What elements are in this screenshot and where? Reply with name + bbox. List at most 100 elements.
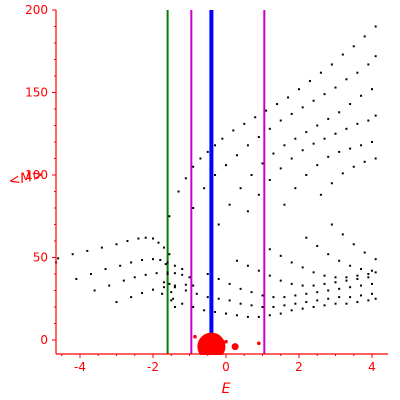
data-point [294, 137, 297, 140]
data-point [170, 299, 173, 302]
data-point [203, 309, 206, 312]
data-point [367, 119, 370, 122]
data-point [323, 304, 326, 307]
data-point [279, 167, 282, 170]
data-point [225, 312, 227, 315]
data-point [374, 297, 377, 300]
x-tick-label: 2 [295, 360, 303, 374]
data-point [173, 286, 176, 289]
x-tick-label: -4 [74, 360, 86, 374]
data-point [206, 273, 209, 275]
data-point [356, 274, 359, 277]
series-10 [164, 263, 176, 308]
data-point [235, 314, 238, 317]
series-11 [161, 292, 377, 318]
data-point [327, 253, 330, 256]
data-point [345, 127, 348, 130]
data-point [319, 193, 322, 196]
data-point [86, 249, 89, 252]
data-point [290, 157, 293, 160]
data-point [371, 282, 373, 285]
data-point [338, 150, 341, 153]
data-point [349, 103, 352, 106]
data-point [341, 233, 344, 236]
data-point [235, 154, 238, 157]
data-point [235, 259, 238, 262]
red-marker-2 [224, 339, 228, 344]
y-tick-label: 100 [25, 168, 48, 182]
data-point [349, 296, 352, 299]
x-tick-label: 4 [368, 360, 376, 374]
data-point [327, 297, 330, 300]
data-point [195, 292, 198, 295]
data-point [345, 78, 348, 81]
data-point [374, 157, 377, 160]
data-point [287, 96, 290, 99]
data-point [246, 264, 249, 267]
data-point [159, 258, 162, 261]
data-point [279, 279, 282, 282]
y-tick-label: 200 [25, 3, 48, 17]
data-point [371, 292, 373, 295]
data-point [341, 172, 344, 175]
data-point [327, 155, 330, 158]
data-point [312, 271, 315, 274]
data-point [312, 306, 315, 308]
data-point [206, 150, 209, 153]
data-point [283, 304, 286, 307]
data-point [352, 243, 355, 246]
data-point [290, 112, 293, 115]
data-point [217, 277, 220, 280]
data-point [162, 286, 165, 289]
data-point [181, 268, 184, 271]
data-point [268, 274, 271, 277]
data-point [323, 137, 326, 140]
series-6 [217, 88, 373, 226]
data-point [217, 223, 220, 226]
data-point [239, 187, 242, 190]
data-point [168, 282, 171, 285]
data-point [363, 35, 366, 38]
series-15 [268, 248, 377, 279]
data-points-layer [55, 25, 377, 318]
data-point [168, 215, 171, 218]
data-point [115, 243, 118, 246]
data-point [162, 281, 165, 284]
data-point [279, 119, 282, 122]
data-point [301, 149, 304, 152]
data-point [360, 268, 363, 271]
data-point [341, 53, 344, 56]
data-point [172, 297, 175, 300]
data-point [173, 284, 176, 287]
data-point [254, 116, 257, 119]
data-point [305, 301, 308, 304]
data-point [71, 253, 74, 256]
data-point [330, 223, 333, 226]
data-point [141, 291, 144, 294]
data-point [181, 302, 184, 305]
data-point [334, 302, 337, 305]
data-point [349, 147, 352, 150]
data-point [290, 282, 293, 285]
data-point [173, 306, 176, 308]
data-point [371, 141, 373, 143]
data-point [272, 296, 275, 299]
data-point [184, 283, 187, 286]
data-point [257, 193, 260, 196]
data-point [334, 276, 337, 279]
data-point [232, 129, 235, 132]
data-point [246, 210, 249, 213]
data-point [345, 276, 348, 279]
data-point [108, 284, 111, 287]
data-point [122, 279, 125, 282]
data-point [239, 287, 242, 290]
series-7 [246, 114, 377, 213]
data-point [104, 268, 107, 271]
data-point [305, 131, 308, 134]
data-point [298, 88, 300, 91]
data-point [155, 272, 158, 275]
data-point [327, 117, 330, 120]
y-tick-label: 50 [33, 251, 48, 265]
data-point [192, 165, 195, 168]
